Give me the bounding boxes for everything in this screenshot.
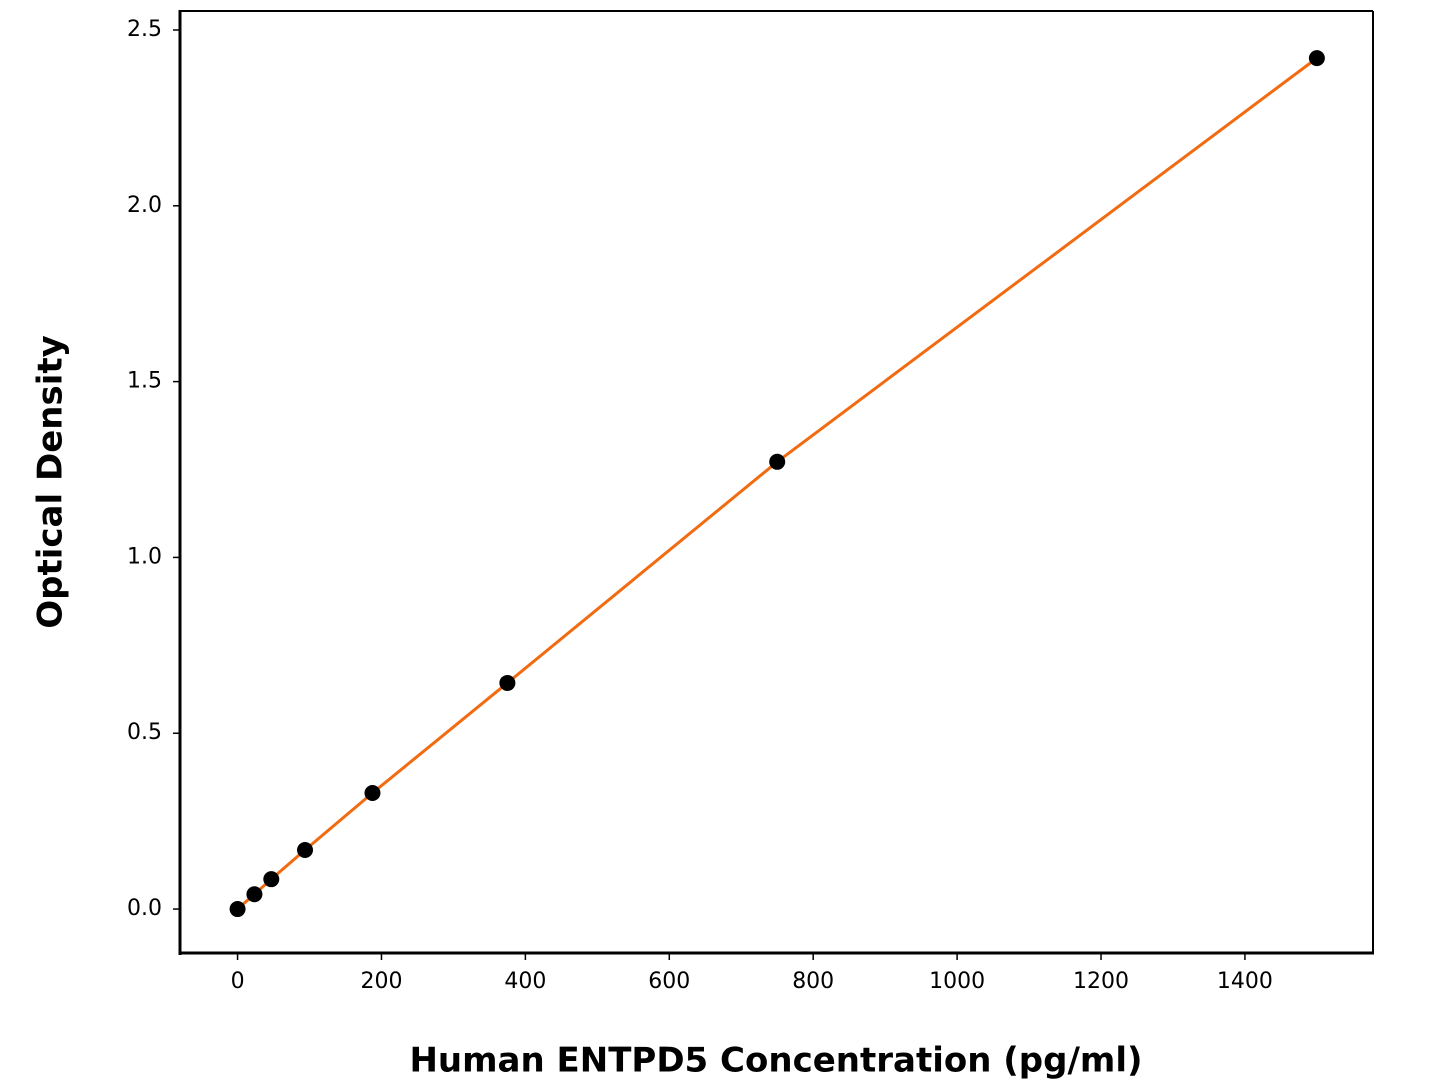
data-point [1308, 50, 1325, 67]
data-point [769, 453, 786, 470]
x-tick-label: 800 [792, 969, 834, 994]
fit-line [236, 56, 1318, 911]
x-tick-label: 200 [360, 969, 402, 994]
data-point [297, 841, 314, 858]
y-tick-label: 1.0 [127, 544, 162, 569]
x-tick-label: 1200 [1073, 969, 1129, 994]
y-axis-title: Optical Density [31, 335, 71, 629]
data-point [499, 674, 516, 691]
y-tick-label: 2.5 [127, 17, 162, 42]
data-point [229, 901, 246, 918]
data-point [246, 886, 263, 903]
x-tick-label: 1400 [1217, 969, 1273, 994]
y-tick-label: 1.5 [127, 369, 162, 394]
data-point [263, 871, 280, 888]
x-tick-label: 0 [231, 969, 245, 994]
y-tick-label: 0.5 [127, 720, 162, 745]
y-tick-label: 0.0 [127, 896, 162, 921]
x-tick-label: 600 [648, 969, 690, 994]
y-tick-label: 2.0 [127, 193, 162, 218]
x-axis-title: Human ENTPD5 Concentration (pg/ml) [409, 1041, 1142, 1081]
x-tick-label: 400 [504, 969, 546, 994]
x-tick-label: 1000 [929, 969, 985, 994]
data-point [364, 785, 381, 802]
